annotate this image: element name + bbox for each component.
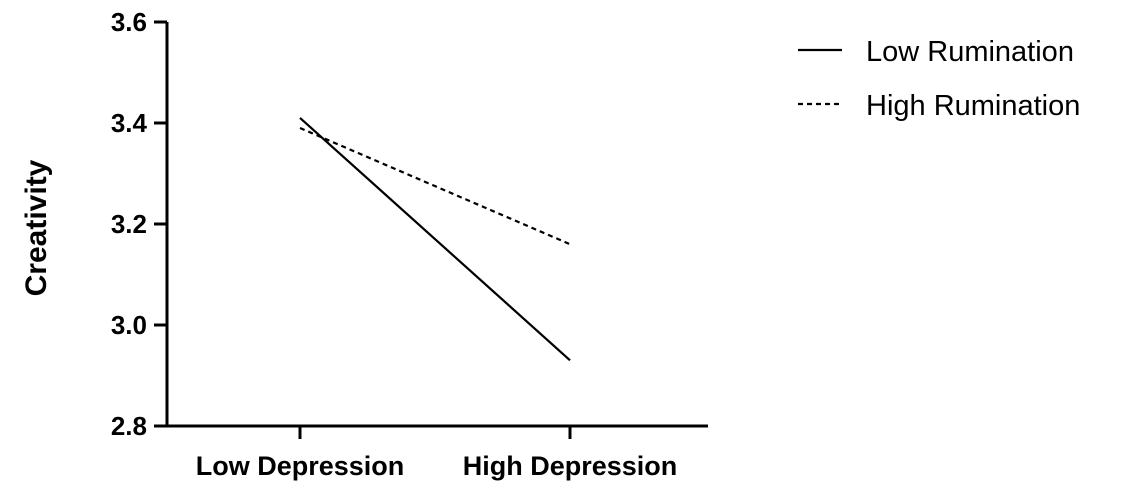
y-axis: 2.8 3.0 3.2 3.4 3.6 <box>111 7 169 441</box>
x-axis: Low Depression High Depression <box>165 424 708 481</box>
legend-label: High Rumination <box>866 90 1080 122</box>
series-layer <box>299 117 571 362</box>
y-axis-title: Creativity <box>20 159 53 296</box>
legend-label: Low Rumination <box>866 36 1074 68</box>
legend: Low Rumination High Rumination <box>798 36 1080 122</box>
y-tick-label: 2.8 <box>111 411 147 441</box>
y-tick-label: 3.2 <box>111 209 147 239</box>
series-line-low-rumination <box>299 117 571 362</box>
y-tick-label: 3.0 <box>111 310 147 340</box>
y-tick-label: 3.4 <box>111 108 148 138</box>
y-tick-label: 3.6 <box>111 7 147 37</box>
series-line-high-rumination <box>299 126 571 246</box>
x-tick-label: Low Depression <box>196 451 405 481</box>
x-tick-label: High Depression <box>463 451 678 481</box>
